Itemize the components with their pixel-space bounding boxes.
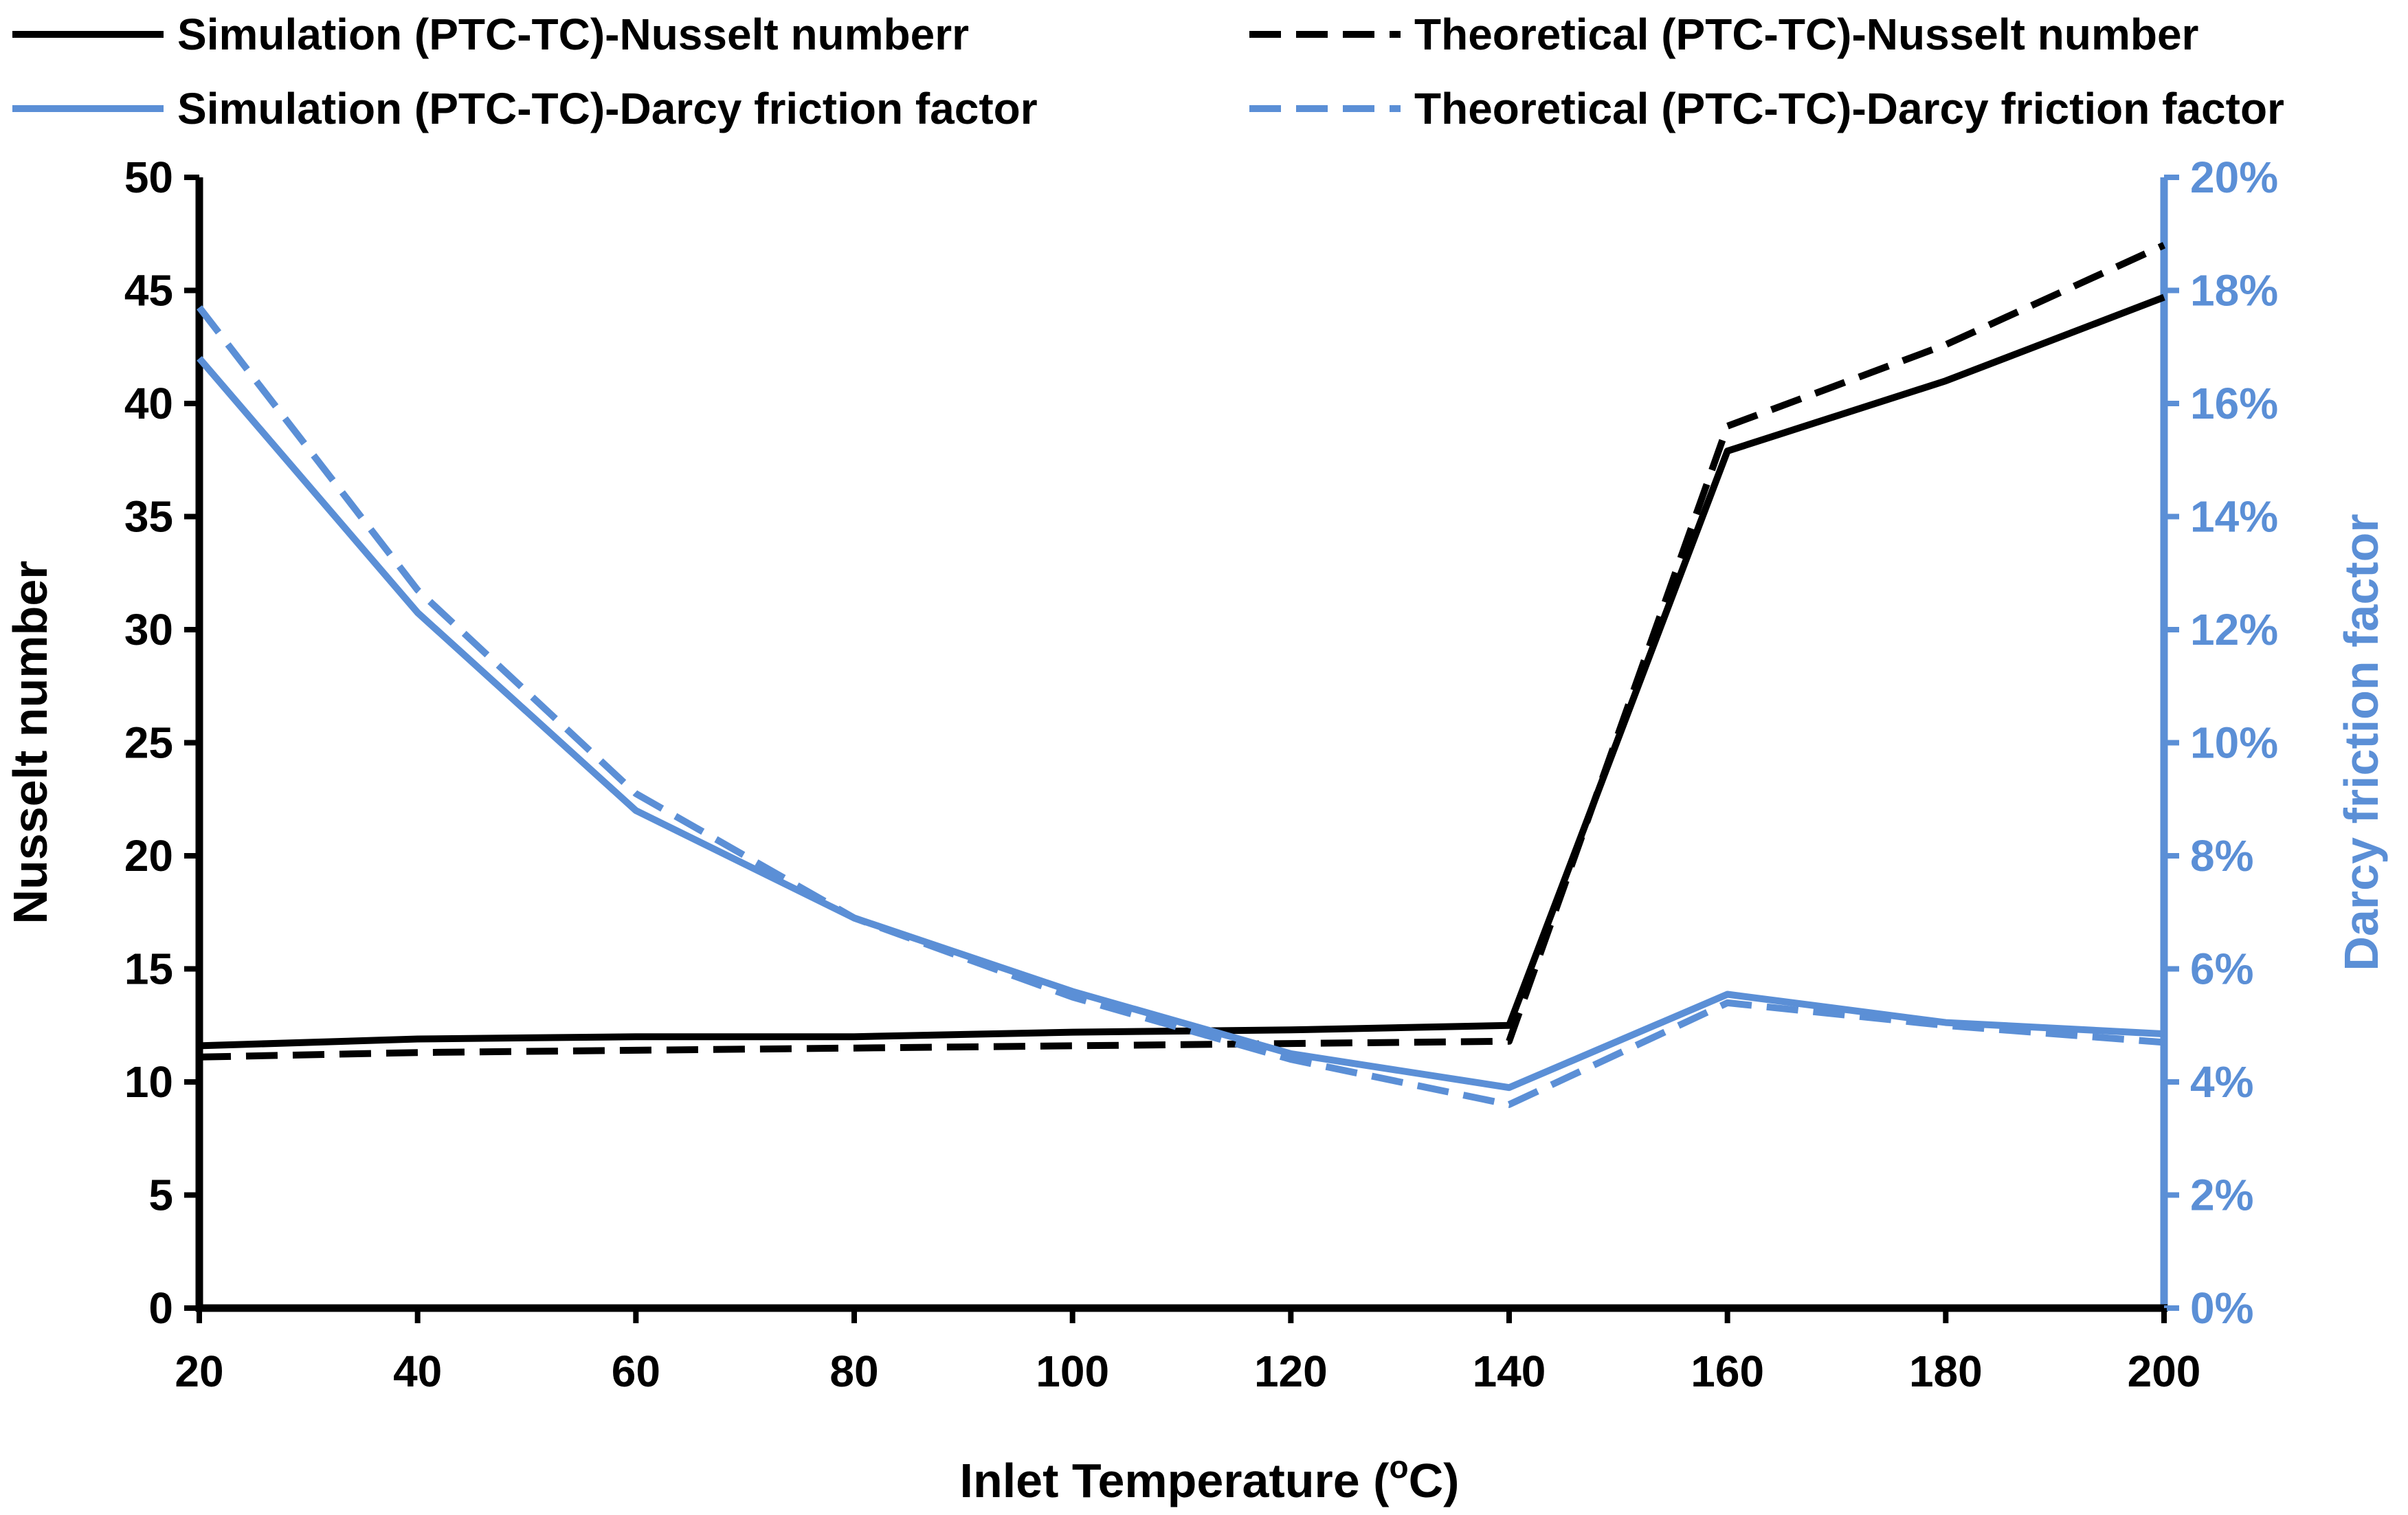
legend: Simulation (PTC-TC)-Nusselt numberr Theo… [12,10,2284,133]
left-y-tick-label: 35 [124,492,173,542]
x-axis-title-suffix: C) [1409,1454,1460,1507]
series-line-darcy-solid [197,355,2165,1092]
legend-label-theoretical-nusselt: Theoretical (PTC-TC)-Nusselt number [1414,10,2198,59]
plot-area [197,242,2166,1108]
right-y-tick-label: 2% [2190,1171,2254,1220]
legend-item-theoretical-nusselt: Theoretical (PTC-TC)-Nusselt number [1249,10,2198,59]
right-y-tick-label: 4% [2190,1057,2254,1107]
right-y-tick-label: 18% [2190,266,2278,316]
y-axis-title-left: Nusselt number [3,561,57,925]
legend-item-simulation-nusselt: Simulation (PTC-TC)-Nusselt numberr [12,10,969,59]
left-y-tick-label: 0 [148,1283,173,1333]
x-axis-title-prefix: Inlet Temperature ( [960,1454,1390,1507]
left-y-tick-label: 50 [124,153,173,202]
legend-label-simulation-darcy: Simulation (PTC-TC)-Darcy friction facto… [177,84,1038,133]
series-line-darcy-dashed [197,305,2165,1108]
x-tick-label: 120 [1254,1347,1328,1396]
x-tick-label: 40 [393,1347,442,1396]
left-y-tick-label: 15 [124,944,173,994]
left-y-tick-label: 25 [124,718,173,768]
axes [195,177,2168,1312]
y-axis-title-right: Darcy friction factor [2334,513,2388,971]
x-tick-label: 180 [1909,1347,1983,1396]
left-y-tick-label: 40 [124,379,173,428]
x-tick-label: 160 [1691,1347,1764,1396]
legend-item-simulation-darcy: Simulation (PTC-TC)-Darcy friction facto… [12,84,1038,133]
x-tick-label: 140 [1473,1347,1546,1396]
left-y-tick-label: 10 [124,1057,173,1107]
x-tick-label: 60 [612,1347,660,1396]
series-line-nusselt-solid [199,294,2165,1050]
left-y-tick-label: 5 [148,1171,173,1220]
legend-label-simulation-nusselt: Simulation (PTC-TC)-Nusselt numberr [177,10,969,59]
x-tick-label: 100 [1036,1347,1109,1396]
x-tick-label: 200 [2128,1347,2201,1396]
x-tick-label: 20 [175,1347,223,1396]
legend-label-theoretical-darcy: Theoretical (PTC-TC)-Darcy friction fact… [1414,84,2284,133]
right-y-tick-label: 12% [2190,605,2278,654]
x-axis-title: Inlet Temperature (oC) [960,1449,1460,1507]
right-y-axis-ticks: 0% 2% 4% 6% 8% 10% 12% 14% 16% 18% 20% [2164,153,2278,1333]
left-y-tick-label: 20 [124,831,173,881]
right-y-tick-label: 6% [2190,944,2254,994]
left-y-axis-ticks: 0 5 10 15 20 25 30 35 40 45 50 [124,153,199,1333]
right-y-tick-label: 8% [2190,831,2254,881]
right-y-tick-label: 0% [2190,1283,2254,1333]
x-tick-label: 80 [829,1347,878,1396]
right-y-tick-label: 16% [2190,379,2278,428]
series-line-nusselt-dashed [199,242,2166,1061]
x-axis-title-superscript: o [1389,1449,1408,1485]
left-y-tick-label: 30 [124,605,173,654]
left-y-tick-label: 45 [124,266,173,316]
x-axis-ticks: 20 40 60 80 100 120 140 160 180 200 [175,1308,2200,1396]
right-y-tick-label: 14% [2190,492,2278,542]
right-y-tick-label: 10% [2190,718,2278,768]
legend-item-theoretical-darcy: Theoretical (PTC-TC)-Darcy friction fact… [1249,84,2284,133]
right-y-tick-label: 20% [2190,153,2278,202]
